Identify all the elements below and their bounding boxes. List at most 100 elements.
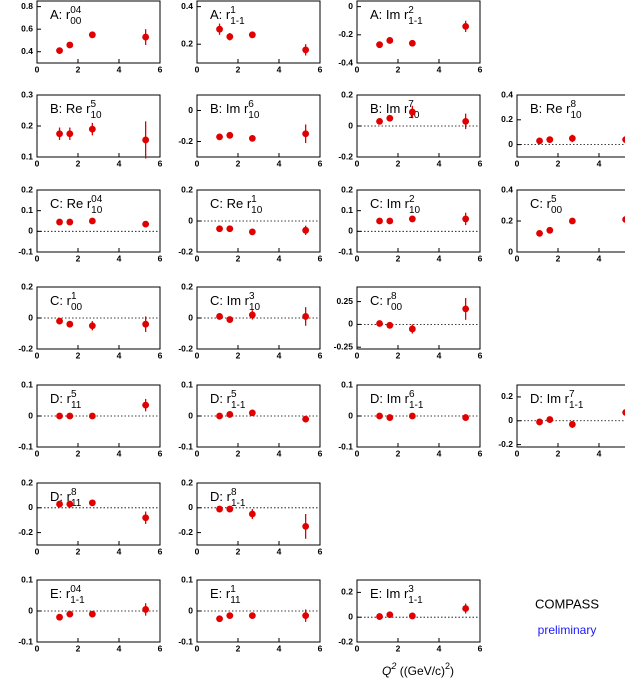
panel: 0 2 4 6 0.4 0.6 0.8 A: r04 00: [21, 0, 163, 74]
x-tick-label: 0: [355, 350, 360, 360]
panel: 0 2 4 6-0.200.2D: r8 11: [18, 477, 162, 556]
x-tick-label: 6: [158, 643, 163, 653]
x-tick-label: 2: [76, 158, 81, 168]
x-tick-label: 0: [195, 253, 200, 263]
data-point: [408, 215, 416, 223]
x-tick-label: 0: [35, 643, 40, 653]
panel-frame: [196, 482, 321, 546]
x-tick-label: 6: [318, 546, 323, 556]
title-sup: 2: [408, 5, 414, 16]
title-sup: 1: [251, 194, 257, 205]
x-tick-label: 6: [158, 158, 163, 168]
y-tick-label: 0.1: [21, 205, 33, 215]
x-tick-label: 4: [117, 158, 122, 168]
title-sup: 7: [408, 99, 414, 110]
x-tick-label: 4: [277, 158, 282, 168]
title-main: E: r: [50, 586, 71, 601]
panel-title: C: Im r3 10: [210, 291, 261, 313]
title-main: C: r: [530, 196, 552, 211]
y-tick-label: 0.2: [181, 477, 193, 487]
data-point: [56, 218, 63, 226]
panel-title: C: Re r04 10: [50, 194, 103, 216]
title-sup: 7: [569, 389, 575, 400]
panel: 0 2 4 6-0.200.2C: r1 00: [18, 281, 162, 360]
data-point: [226, 33, 234, 41]
data-point: [142, 514, 150, 522]
data-point: [226, 225, 234, 233]
title-sup: 6: [248, 99, 254, 110]
data-point: [568, 420, 576, 428]
y-tick-label: 0: [348, 120, 353, 130]
x-tick-label: 4: [277, 64, 282, 74]
x-tick-label: 2: [396, 253, 401, 263]
data-point: [226, 316, 234, 323]
y-tick-label: 0: [508, 139, 513, 149]
data-point: [546, 416, 554, 423]
data-point: [568, 135, 576, 142]
y-tick-label: 0.1: [21, 574, 33, 584]
data-point: [376, 41, 383, 49]
y-tick-label: 0: [348, 410, 353, 420]
y-tick-label: -0.1: [338, 441, 353, 451]
data-point: [386, 217, 394, 225]
x-tick-label: 6: [318, 643, 323, 653]
title-sup: 8: [231, 487, 237, 498]
panel-frame: [516, 384, 625, 448]
data-point: [248, 510, 256, 518]
data-point: [88, 499, 96, 507]
data-point: [56, 130, 63, 138]
title-sub: 1-1: [70, 595, 85, 606]
x-tick-label: 4: [437, 448, 442, 458]
data-point: [142, 220, 150, 228]
data-point: [302, 46, 310, 54]
panel: 0 2 4 6-0.100.1E: r1 11: [178, 574, 322, 653]
data-point: [248, 31, 256, 39]
data-point: [216, 133, 223, 141]
panel-frame: [356, 286, 481, 350]
x-tick-label: 2: [76, 448, 81, 458]
y-tick-label: 0.3: [21, 89, 33, 99]
y-tick-label: -0.2: [338, 151, 353, 161]
panel-frame: [356, 189, 481, 253]
x-tick-label: 6: [158, 64, 163, 74]
y-tick-label: 0: [28, 605, 33, 615]
x-tick-label: 4: [277, 253, 282, 263]
data-point: [248, 311, 256, 319]
x-tick-label: 2: [76, 350, 81, 360]
title-sub: 1-1: [408, 595, 423, 606]
title-sub: 1-1: [231, 498, 246, 509]
y-tick-label: -0.2: [178, 527, 193, 537]
data-point: [216, 25, 223, 33]
x-tick-label: 4: [437, 64, 442, 74]
x-tick-label: 0: [195, 158, 200, 168]
panel-title: A: Im r2 1-1: [370, 5, 423, 27]
title-main: C: r: [50, 293, 72, 308]
y-tick-label: 0: [28, 502, 33, 512]
title-main: B: Re r: [50, 101, 91, 116]
y-tick-label: 0: [348, 1, 353, 11]
data-point: [302, 523, 310, 530]
data-point: [88, 31, 96, 39]
title-main: D: r: [210, 489, 232, 504]
data-point: [56, 412, 63, 420]
x-tick-label: 6: [318, 158, 323, 168]
data-point: [376, 613, 383, 620]
title-main: D: r: [50, 391, 72, 406]
panel-title: D: r5 1-1: [210, 389, 246, 411]
y-tick-label: 0.1: [181, 574, 193, 584]
data-point: [376, 320, 383, 327]
x-tick-label: 0: [355, 448, 360, 458]
x-tick-label: 4: [277, 546, 282, 556]
panel: 0 2 4 6-0.200.2C: Re r1 10: [178, 184, 322, 263]
x-tick-label: 4: [437, 253, 442, 263]
title-main: B: Im r: [210, 101, 249, 116]
title-sup: 6: [409, 389, 415, 400]
y-tick-label: 0.2: [21, 477, 33, 487]
y-tick-label: -0.25: [334, 341, 354, 351]
y-tick-label: 0.4: [501, 184, 513, 194]
title-sup: 5: [551, 194, 557, 205]
x-tick-label: 6: [318, 64, 323, 74]
title-sub: 11: [230, 595, 241, 606]
